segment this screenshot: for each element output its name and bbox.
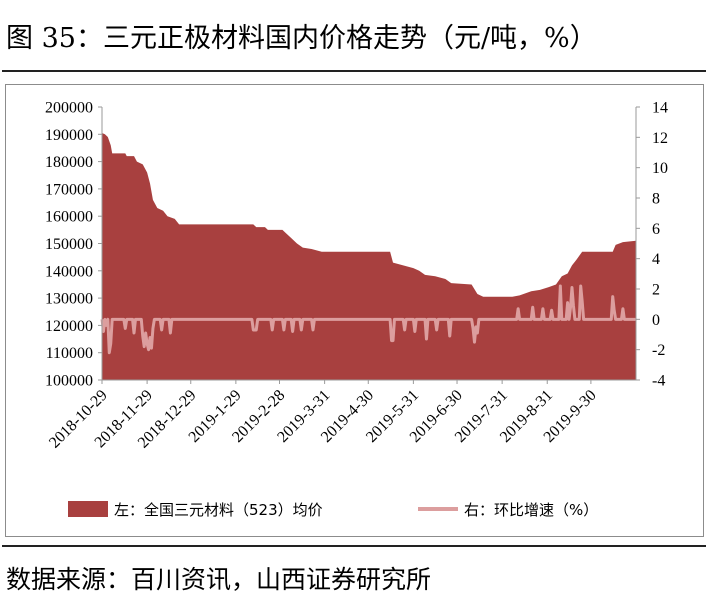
right-tick-label: 10 <box>652 160 668 177</box>
left-tick-label: 100000 <box>45 373 93 390</box>
chart-frame: 100000 110000 120000 130000 140000 150000 1600… <box>5 84 704 537</box>
price-chart: 100000 110000 120000 130000 140000 150000 1600… <box>45 100 668 520</box>
data-source: 数据来源：百川资讯，山西证券研究所 <box>6 565 432 594</box>
left-tick-label: 130000 <box>45 291 93 308</box>
source-rule <box>2 545 706 547</box>
right-tick-label: 12 <box>652 130 668 147</box>
figure-title: 图 35：三元正极材料国内价格走势（元/吨，%） <box>6 23 597 54</box>
price-area-series <box>102 132 636 380</box>
left-tick-label: 200000 <box>45 100 93 117</box>
right-tick-label: 14 <box>652 100 668 117</box>
left-tick-label: 160000 <box>45 209 93 226</box>
right-tick-label: 8 <box>652 191 660 208</box>
left-tick-label: 120000 <box>45 318 93 335</box>
legend-label-price: 左：全国三元材料（523）均价 <box>114 501 323 519</box>
growth-line-series <box>100 284 636 355</box>
title-rule <box>2 70 706 72</box>
left-tick-label: 140000 <box>45 263 93 280</box>
right-tick-label: -4 <box>652 373 665 390</box>
right-tick-label: -2 <box>652 342 665 359</box>
legend-swatch-price <box>68 501 108 517</box>
legend-label-growth: 右：环比增速（%） <box>464 501 598 519</box>
right-tick-label: 6 <box>652 221 660 238</box>
right-tick-label: 2 <box>652 282 660 299</box>
left-tick-label: 180000 <box>45 154 93 171</box>
right-tick-label: 4 <box>652 251 660 268</box>
right-tick-label: 0 <box>652 312 660 329</box>
left-tick-label: 150000 <box>45 236 93 253</box>
left-tick-label: 110000 <box>46 345 93 362</box>
left-tick-label: 170000 <box>45 181 93 198</box>
left-tick-label: 190000 <box>45 127 93 144</box>
